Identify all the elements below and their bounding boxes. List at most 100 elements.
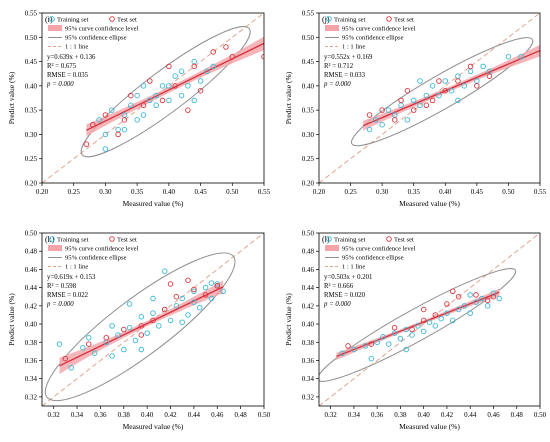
y-tick-label: 0.48 [302,248,315,256]
y-tick-label: 0.45 [302,58,315,66]
test-point [450,288,456,295]
y-tick-label: 0.32 [302,393,315,401]
training-point [426,319,433,325]
training-point [121,126,128,133]
legend-training-marker [326,236,332,242]
x-tick-label: 0.55 [258,188,271,196]
plot-area [319,13,540,183]
test-point [223,44,229,50]
training-point [191,58,197,65]
training-point [403,346,409,353]
x-tick-label: 0.48 [511,411,524,419]
training-point [150,310,156,316]
y-tick-label: 0.34 [302,375,315,383]
y-tick-label: 0.34 [25,375,38,383]
training-point [166,83,172,89]
test-point [455,293,462,300]
training-point [409,332,415,338]
series-training [366,53,524,133]
training-point [404,117,411,123]
training-point [403,326,409,333]
test-point [128,92,134,99]
training-point [467,68,474,75]
training-point [208,280,215,286]
y-tick-label: 0.40 [25,82,38,90]
training-point [461,303,468,309]
y-tick-label: 0.55 [302,10,315,18]
series-test [62,277,221,362]
training-point [490,290,497,296]
x-tick-label: 0.25 [68,188,81,196]
test-point [103,334,110,341]
training-point [442,78,449,84]
stat-line: p = 0.000 [323,301,351,308]
legend-test-marker [109,236,115,242]
x-tick-label: 0.46 [487,411,500,419]
stat-line: RMSE = 0.020 [324,292,366,299]
training-point [109,323,115,329]
stat-line: R² = 0.675 [47,63,77,70]
y-tick-label: 0.38 [25,339,38,347]
training-point [156,323,162,329]
x-tick-label: 0.40 [439,188,452,196]
x-tick-label: 0.55 [534,188,547,196]
test-point [191,63,197,70]
x-tick-label: 0.40 [163,188,176,196]
plot-area [42,13,264,183]
training-point [166,97,172,104]
series-test [366,63,493,123]
y-tick-label: 0.25 [302,155,315,163]
training-point [102,146,109,152]
y-tick-label: 0.25 [25,155,38,163]
test-point [420,317,427,324]
x-tick-label: 0.50 [258,411,271,419]
training-point [179,319,185,325]
legend: Training set Test set 95% curve confidence… [48,16,139,51]
test-point [202,292,209,298]
x-tick-label: 0.50 [226,188,239,196]
test-point [138,332,145,338]
legend-ellipse-label: 95% confidence ellipse [342,255,404,262]
test-point [420,306,427,313]
y-tick-label: 0.42 [25,302,38,310]
plot-frame [318,232,541,407]
x-tick-label: 0.32 [325,411,338,419]
test-point [172,83,178,89]
training-point [134,92,140,99]
test-point [474,83,480,89]
x-tick-label: 0.38 [118,411,131,419]
test-point [214,283,221,289]
training-point [415,323,421,329]
y-tick-label: 0.20 [302,180,315,188]
test-point [392,117,398,123]
training-point [178,92,185,99]
test-point [261,53,264,60]
training-point [423,92,430,99]
x-tick-label: 0.50 [502,188,515,196]
test-point [83,141,90,147]
chart-panel-l: 0.32 0.34 0.36 0.38 0.40 0.42 0.44 0.46 0.48 0.50… [284,230,547,432]
x-tick-label: 0.42 [164,411,177,419]
y-tick-label: 0.46 [302,266,315,274]
training-point [374,339,380,346]
training-point [351,346,357,353]
test-point [484,297,491,304]
test-point [473,292,479,298]
fit-line [86,42,264,131]
training-point [496,295,503,302]
legend-training-marker [49,16,55,22]
panel-label: (j) [322,15,330,24]
legend-oneone-label: 1 : 1 line [342,264,365,271]
stat-line: y=0.552x + 0.169 [324,54,373,61]
training-point [448,87,455,94]
training-point [185,312,191,318]
y-tick-label: 0.30 [302,131,315,139]
legend-training-label: Training set [57,237,89,244]
training-point [126,301,133,307]
test-point [366,112,373,118]
confidence-band [59,280,224,374]
test-point [486,73,493,79]
stat-line: p = 0.000 [46,81,74,88]
plot-frame [41,232,265,407]
